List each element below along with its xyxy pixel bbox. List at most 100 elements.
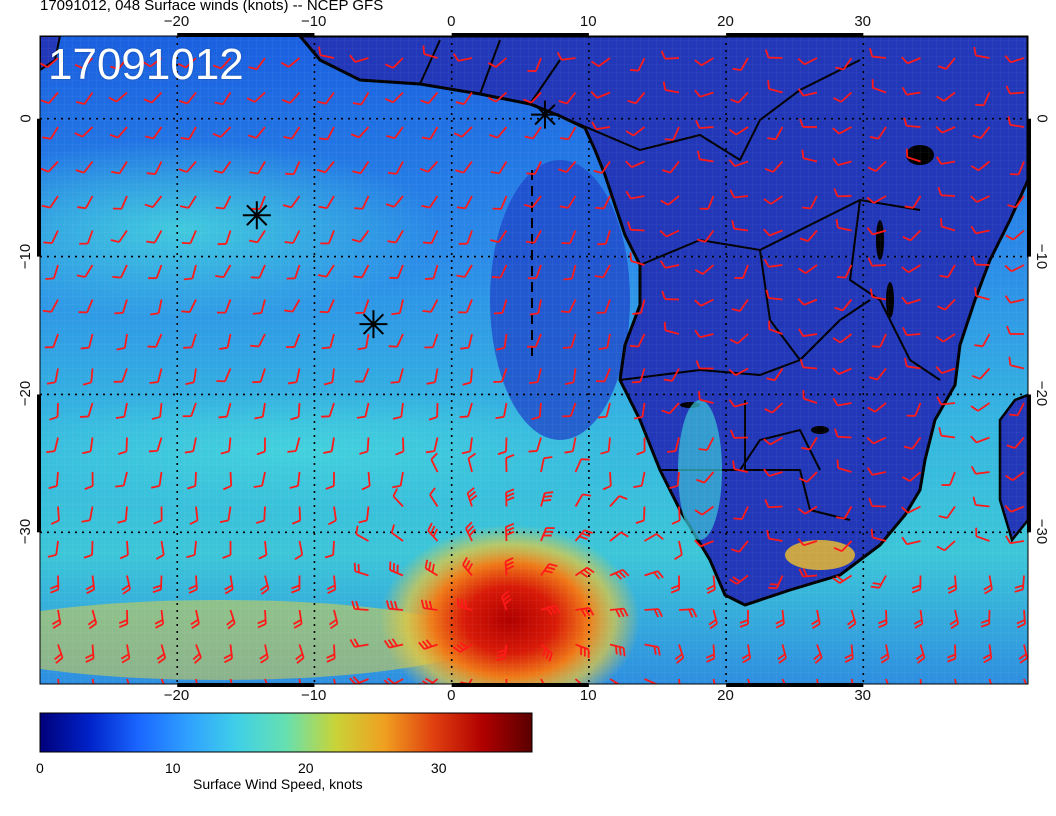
wind-barb <box>635 506 646 525</box>
lon-tick-label-top: 10 <box>579 13 597 30</box>
wind-barb <box>321 402 335 418</box>
wind-barb <box>798 568 818 578</box>
wind-barb <box>82 437 94 455</box>
wind-barb <box>697 150 714 163</box>
wind-barb <box>349 676 369 684</box>
wind-barb <box>395 437 405 456</box>
wind-barb <box>358 506 370 524</box>
wind-barb <box>609 678 623 684</box>
wind-barb <box>811 609 821 629</box>
wind-barb <box>766 529 783 542</box>
wind-barb <box>328 609 339 630</box>
wind-barb <box>609 495 628 508</box>
wind-barb <box>729 333 749 345</box>
wind-barb <box>298 678 302 684</box>
wind-barb <box>797 298 818 306</box>
wind-barb <box>356 402 370 419</box>
wind-barb <box>975 527 990 542</box>
wind-barb <box>540 456 553 473</box>
wind-barb <box>496 333 508 351</box>
wind-barb <box>866 195 887 204</box>
wind-barb <box>392 488 404 508</box>
wind-barb <box>523 91 542 104</box>
wind-barb <box>970 435 990 444</box>
wind-barb <box>50 506 60 525</box>
wind-barb <box>185 368 197 385</box>
wind-barb <box>730 540 749 553</box>
wind-barb <box>458 230 473 245</box>
wind-barb <box>524 195 542 209</box>
wind-barb <box>574 458 590 473</box>
wind-barb <box>941 471 956 486</box>
wind-barb <box>285 161 301 176</box>
frame-bar-top <box>726 33 864 37</box>
wind-barb <box>81 506 94 523</box>
wind-barb <box>76 91 94 105</box>
wind-barb <box>664 126 680 141</box>
frame-bar-bottom <box>726 683 864 687</box>
frame-bar-left <box>37 394 41 533</box>
wind-barb <box>116 333 128 351</box>
wind-barb <box>832 126 852 135</box>
wind-barb <box>728 399 749 408</box>
wind-barb <box>214 92 232 106</box>
wind-barb <box>919 678 923 684</box>
wind-barb <box>594 264 611 279</box>
frame-bar-bottom <box>451 683 589 687</box>
wind-barb <box>674 540 683 561</box>
wind-barb <box>51 609 62 629</box>
wind-barb <box>1006 325 1024 335</box>
wind-barb <box>430 452 439 473</box>
wind-barb <box>219 506 232 524</box>
wind-barb <box>598 333 611 350</box>
wind-barb <box>422 230 439 245</box>
wind-barb <box>359 437 370 455</box>
wind-barb <box>866 227 887 236</box>
wind-barb <box>41 195 59 209</box>
wind-barb <box>767 126 784 141</box>
wind-barb <box>694 57 714 67</box>
wind-barb <box>832 574 852 584</box>
wind-barb <box>562 333 577 349</box>
wind-barb <box>46 368 59 385</box>
wind-barb <box>936 91 956 102</box>
wind-barb <box>834 298 853 312</box>
wind-barb <box>1005 229 1025 241</box>
wind-barb <box>504 522 515 542</box>
wind-barb <box>455 91 473 105</box>
wind-barb <box>251 195 266 210</box>
colorbar-title: Surface Wind Speed, knots <box>193 776 363 792</box>
wind-barb <box>254 402 266 420</box>
wind-barb <box>556 51 576 61</box>
wind-barb <box>282 195 301 209</box>
wind-barb <box>189 506 199 526</box>
wind-barb <box>148 264 163 280</box>
wind-barb <box>763 195 784 205</box>
wind-barb <box>44 333 59 349</box>
wind-barb <box>728 367 749 376</box>
wind-barb <box>75 160 94 174</box>
lon-tick-label-top: 0 <box>447 13 456 30</box>
wind-barb <box>178 91 197 105</box>
wind-barb <box>40 57 59 68</box>
wind-barb <box>321 333 335 350</box>
wind-barb <box>115 471 128 488</box>
wind-barb <box>625 126 646 137</box>
wind-barb <box>144 126 163 140</box>
wind-barb <box>249 161 266 175</box>
wind-barb <box>286 264 301 280</box>
wind-barb <box>678 608 698 618</box>
wind-barb <box>466 487 478 507</box>
wind-barb <box>186 471 197 490</box>
station-marker <box>530 100 559 129</box>
wind-barb <box>80 333 94 350</box>
wind-barb <box>867 257 887 267</box>
wind-barb <box>42 299 59 313</box>
wind-barb <box>729 574 749 585</box>
wind-barb <box>452 641 473 653</box>
wind-barb <box>880 644 890 664</box>
lon-tick-label-bottom: 20 <box>717 687 734 704</box>
wind-barb <box>179 195 197 209</box>
colorbar-tick-label: 10 <box>164 760 181 776</box>
wind-barb <box>76 264 94 278</box>
